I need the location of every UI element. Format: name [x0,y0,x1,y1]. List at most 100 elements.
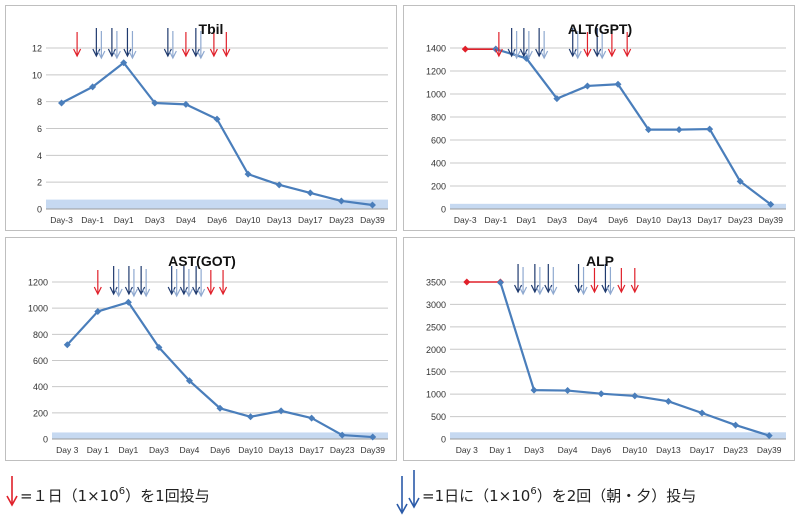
x-tick-label: Day4 [558,445,578,455]
data-point [614,80,622,88]
dose-arrow-head [181,48,190,58]
x-tick-label: Day 1 [87,445,109,455]
y-tick-label: 0 [37,205,42,215]
y-tick-label: 1400 [426,44,446,54]
data-point [308,414,316,422]
normal-range-band [450,203,786,209]
x-tick-label: Day4 [578,215,598,225]
dose-arrow-head [583,48,592,58]
x-tick-label: Day10 [236,215,261,225]
data-point [736,177,744,185]
single-dose-exponent: 6 [119,486,125,497]
y-tick-label: 1000 [426,90,446,100]
data-point [732,421,740,429]
dose-arrow-head [623,48,632,58]
x-tick-label: Day-1 [484,215,507,225]
data-point [706,125,714,133]
x-tick-label: Day3 [547,215,567,225]
data-point [767,200,775,208]
x-tick-label: Day4 [180,445,200,455]
x-tick-label: Day 3 [456,445,478,455]
y-tick-label: 4 [37,151,42,161]
dose-arrow-head [129,288,138,298]
x-tick-label: Day17 [298,215,323,225]
dose-arrow-head [219,286,228,296]
data-point [94,307,102,315]
x-tick-label: Day 3 [56,445,78,455]
data-point [338,431,346,439]
x-tick-label: Day6 [591,445,611,455]
y-tick-label: 3000 [426,300,446,310]
tbil-chart-panel: 0 2 4 6 8 10 12 Day-3 Day-1 Day1 Day3 Day4 Day6 Day10… [5,5,397,231]
data-point [213,115,221,123]
y-tick-label: 200 [431,182,446,192]
dose-arrow-head [606,286,615,296]
x-tick-label: Day1 [114,215,134,225]
data-point [275,181,283,189]
data-point [89,83,97,91]
pre-treatment-point [463,278,471,286]
pre-treatment-point [461,45,469,53]
x-tick-label: Day10 [238,445,263,455]
dose-arrow-head [196,50,205,60]
y-tick-label: 8 [37,97,42,107]
chart-title: Tbil [199,21,224,37]
y-tick-label: 12 [32,44,42,54]
dose-arrow-head [128,50,137,60]
dose-arrow-head [512,50,521,60]
svg-text:=1日に（1×106）を2回（朝・夕）投与: =1日に（1×106）を2回（朝・夕）投与 [422,486,696,505]
y-tick-label: 1000 [28,304,48,314]
dose-arrow-head [114,288,123,298]
data-point [553,95,561,103]
series-line [66,301,373,439]
chart-title: AST(GOT) [168,253,236,269]
dose-arrow-head [630,284,639,294]
y-tick-label: 800 [33,330,48,340]
x-tick-label: Day6 [210,445,230,455]
x-tick-label: Day-3 [454,215,477,225]
dose-arrow-head [598,50,607,60]
normal-range-band [46,199,388,209]
y-tick-label: 600 [33,356,48,366]
series-line [61,61,373,207]
tbil-chart: 0 2 4 6 8 10 12 Day-3 Day-1 Day1 Day3 Day4 Day6 Day10… [32,21,388,225]
data-point [765,432,773,440]
x-tick-label: Day1 [516,215,536,225]
x-tick-label: Day39 [757,445,782,455]
x-tick-label: Day3 [145,215,165,225]
double-dose-text: =1日に（1×10 [422,487,530,505]
y-tick-label: 400 [431,159,446,169]
y-tick-label: 1000 [426,390,446,400]
x-tick-label: Day13 [667,215,692,225]
single-dose-legend: =１日（1×106）を1回投与 [6,476,210,507]
ast-chart-panel: 0 200 400 600 800 1000 1200 Day 3 Day 1 Day1 Day3 D… [5,237,397,461]
x-tick-label: Day23 [723,445,748,455]
data-point [597,390,605,398]
x-tick-label: Day13 [656,445,681,455]
data-point [58,99,66,107]
data-point [698,409,706,417]
x-tick-label: Day1 [118,445,138,455]
chart-title: ALP [586,253,614,269]
data-point [185,377,193,385]
dose-arrow-head [579,286,588,296]
chart-title: ALT(GPT) [568,21,632,37]
data-point [244,170,252,178]
x-tick-label: Day17 [299,445,324,455]
data-point [631,392,639,400]
x-tick-label: Day17 [697,215,722,225]
x-tick-label: Day6 [207,215,227,225]
data-point [645,126,653,134]
x-tick-label: Day13 [269,445,294,455]
y-tick-label: 6 [37,124,42,134]
dose-arrow-head [573,50,582,60]
alp-chart: 0 500 1000 1500 2000 2500 3000 3500 Day 3 Day 1 Da… [426,253,786,455]
y-tick-label: 1500 [426,367,446,377]
x-tick-label: Day39 [360,445,385,455]
double-dose-suffix: ）を2回（朝・夕）投与 [537,487,697,505]
y-tick-label: 2500 [426,322,446,332]
x-tick-label: Day10 [636,215,661,225]
dose-arrow-head [168,50,177,60]
dose-arrow-head [73,48,82,58]
data-point [63,341,71,349]
